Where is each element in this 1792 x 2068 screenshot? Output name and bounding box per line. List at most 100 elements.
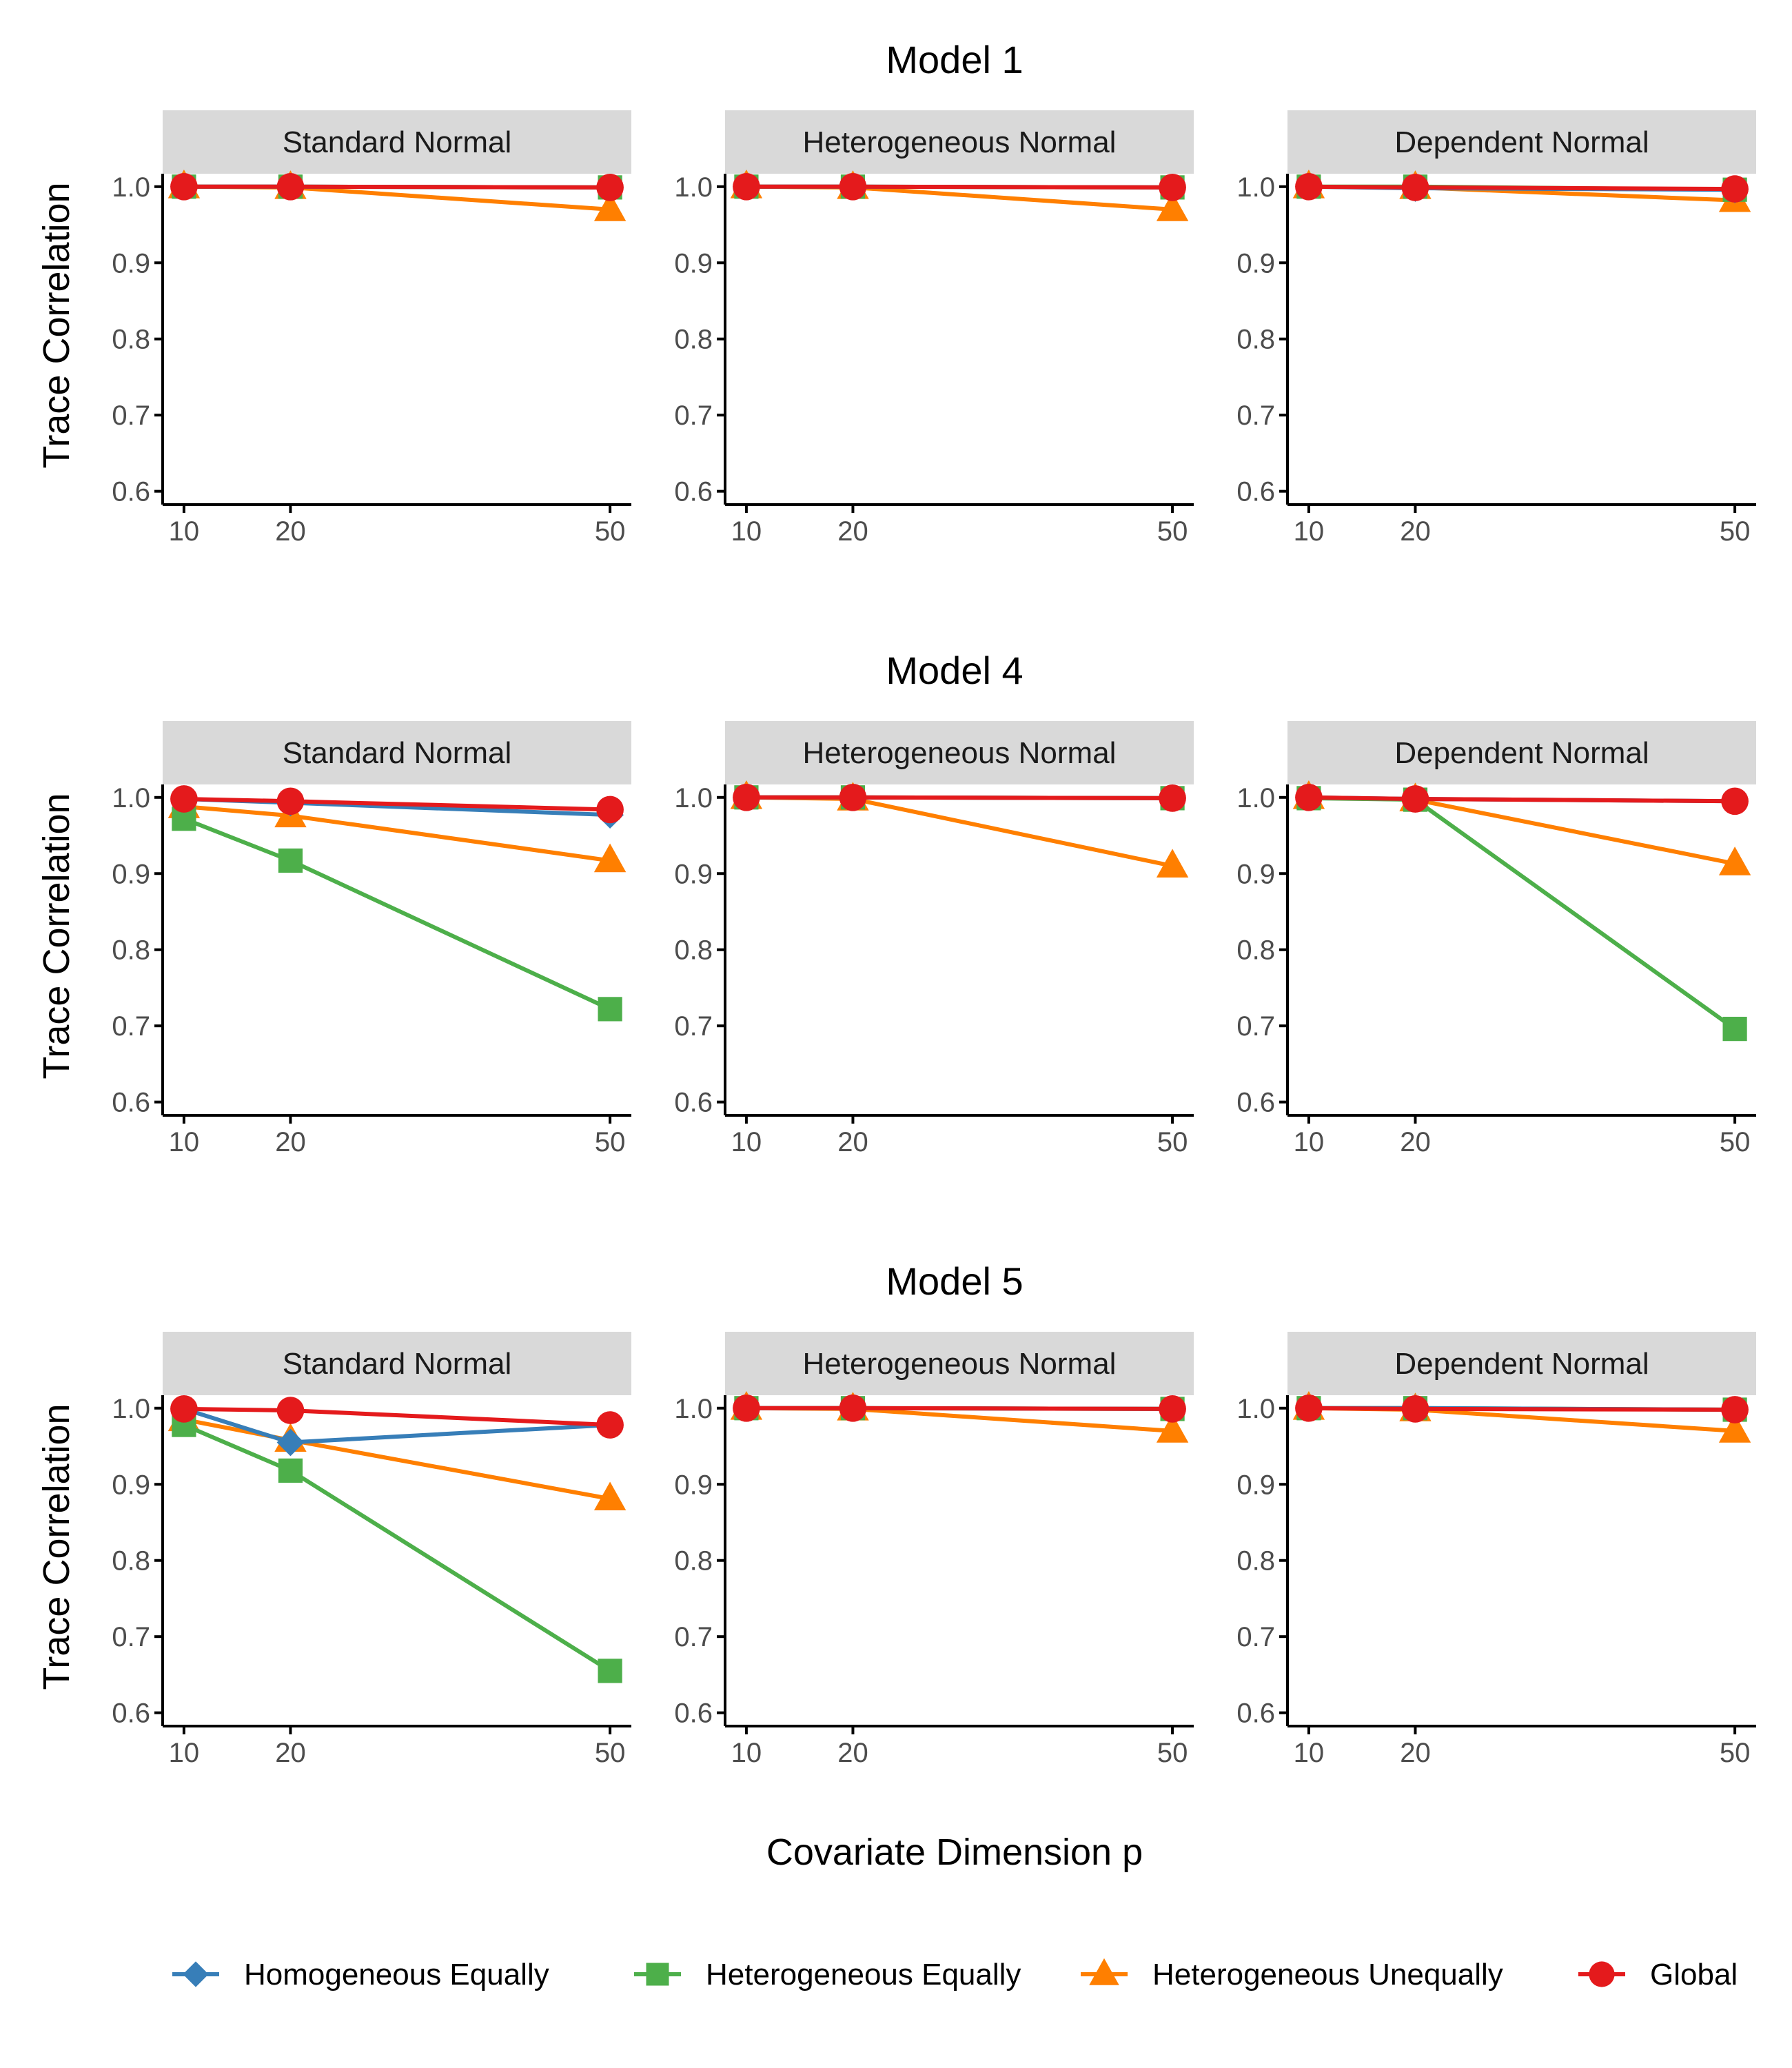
y-tick-label: 0.6 xyxy=(674,477,713,507)
x-tick-label: 50 xyxy=(595,1127,626,1157)
y-tick-label: 0.8 xyxy=(112,935,150,966)
facet-dependent-normal: Dependent Normal 0.6 0.7 0.8 0.9 1.0 10 20 50 xyxy=(1236,721,1756,1157)
legend-item-homogeneous-equally: Homogeneous Equally xyxy=(172,1958,549,1991)
facet-heterogeneous-normal: Heterogeneous Normal 0.6 0.7 0.8 0.9 1.0 10 20 5… xyxy=(674,1332,1194,1768)
series-line-heterogeneous-unequally xyxy=(1308,795,1735,866)
legend-label: Global xyxy=(1650,1958,1738,1991)
model-title: Model 1 xyxy=(886,38,1023,81)
data-point-global xyxy=(170,1395,198,1423)
legend-key-marker xyxy=(183,1961,209,1987)
y-tick-label: 0.9 xyxy=(1236,248,1275,278)
x-tick-label: 10 xyxy=(169,1127,200,1157)
series-global xyxy=(733,172,1186,201)
facet-strip-label: Heterogeneous Normal xyxy=(803,736,1117,770)
series-global xyxy=(733,1394,1186,1423)
series-heterogeneous-unequally xyxy=(730,169,1189,221)
facet-strip-label: Standard Normal xyxy=(283,125,512,159)
model-title: Model 4 xyxy=(886,649,1023,692)
facet-strip xyxy=(1287,110,1756,174)
x-tick-label: 50 xyxy=(1720,516,1751,547)
data-point-heterogeneous-equally xyxy=(598,997,622,1022)
data-point-global xyxy=(1721,787,1749,815)
facet-strip-label: Heterogeneous Normal xyxy=(803,1347,1117,1381)
x-tick-label: 10 xyxy=(1294,516,1325,547)
y-tick-label: 0.7 xyxy=(674,1622,713,1652)
facet-strip xyxy=(163,110,631,174)
series-heterogeneous-unequally xyxy=(1292,780,1751,875)
x-tick-label: 50 xyxy=(595,516,626,547)
y-tick-label: 0.9 xyxy=(112,859,150,889)
y-tick-label: 0.7 xyxy=(1236,1011,1275,1042)
legend-key-marker xyxy=(1589,1961,1615,1987)
model-3-group: Model 5 Trace Correlation Standard Normal 0… xyxy=(36,1259,1756,1768)
series-global xyxy=(170,785,624,824)
legend-key-marker xyxy=(1089,1958,1119,1985)
data-point-heterogeneous-unequally xyxy=(593,1481,627,1511)
y-tick-label: 0.7 xyxy=(1236,401,1275,431)
data-point-global xyxy=(839,1394,867,1422)
x-tick-label: 20 xyxy=(1400,1127,1431,1157)
y-tick-label: 1.0 xyxy=(1236,783,1275,813)
y-tick-label: 0.8 xyxy=(112,1546,150,1577)
facet-strip-label: Dependent Normal xyxy=(1394,125,1649,159)
data-point-heterogeneous-unequally xyxy=(1156,192,1189,221)
y-tick-label: 0.8 xyxy=(674,1546,713,1577)
y-tick-label: 1.0 xyxy=(674,172,713,203)
series-heterogeneous-equally xyxy=(1296,786,1747,1042)
series-line-heterogeneous-unequally xyxy=(183,804,611,863)
y-tick-label: 1.0 xyxy=(112,1394,150,1424)
y-tick-label: 0.7 xyxy=(112,1622,150,1652)
y-tick-label: 0.6 xyxy=(674,1088,713,1118)
y-tick-label: 0.7 xyxy=(112,401,150,431)
facet-heterogeneous-normal: Heterogeneous Normal 0.6 0.7 0.8 0.9 1.0 10 20 5… xyxy=(674,110,1194,547)
x-axis-label: Covariate Dimension p xyxy=(766,1832,1143,1873)
data-point-heterogeneous-unequally xyxy=(593,843,627,873)
y-tick-label: 0.9 xyxy=(674,1470,713,1500)
y-tick-label: 0.6 xyxy=(112,1699,150,1729)
facet-strip-label: Standard Normal xyxy=(283,736,512,770)
data-point-global xyxy=(1721,175,1749,203)
data-point-heterogeneous-unequally xyxy=(593,192,627,221)
facet-standard-normal: Standard Normal 0.6 0.7 0.8 0.9 1.0 10 20 50 xyxy=(112,721,631,1157)
y-tick-label: 0.7 xyxy=(112,1011,150,1042)
facet-strip xyxy=(725,721,1194,784)
x-tick-label: 20 xyxy=(1400,516,1431,547)
series-global xyxy=(1295,1394,1749,1423)
series-heterogeneous-unequally xyxy=(730,1390,1189,1443)
data-point-global xyxy=(1721,1396,1749,1423)
x-tick-label: 10 xyxy=(1294,1738,1325,1768)
data-point-global xyxy=(1295,1394,1323,1422)
y-tick-label: 0.8 xyxy=(674,935,713,966)
y-tick-label: 0.9 xyxy=(112,1470,150,1500)
y-tick-label: 0.9 xyxy=(1236,859,1275,889)
y-tick-label: 0.9 xyxy=(1236,1470,1275,1500)
x-tick-label: 20 xyxy=(275,1127,306,1157)
chart-panels: Model 1 Trace Correlation Standard Normal 0… xyxy=(36,38,1756,1768)
series-line-global xyxy=(746,1406,1173,1411)
y-axis-label: Trace Correlation xyxy=(36,793,77,1079)
data-point-global xyxy=(1159,784,1186,812)
x-tick-label: 10 xyxy=(731,1738,762,1768)
series-line-heterogeneous-unequally xyxy=(746,1406,1173,1433)
series-line-heterogeneous-unequally xyxy=(746,795,1173,869)
x-tick-label: 20 xyxy=(837,1127,868,1157)
data-point-heterogeneous-equally xyxy=(1722,1017,1747,1042)
facet-strip-label: Dependent Normal xyxy=(1394,1347,1649,1381)
data-point-heterogeneous-equally xyxy=(598,1659,622,1683)
x-tick-label: 20 xyxy=(275,1738,306,1768)
x-tick-label: 20 xyxy=(837,1738,868,1768)
y-tick-label: 1.0 xyxy=(674,783,713,813)
x-tick-label: 50 xyxy=(1157,1127,1188,1157)
x-tick-label: 50 xyxy=(1720,1738,1751,1768)
data-point-global xyxy=(170,785,198,813)
series-line-heterogeneous-equally xyxy=(183,1423,611,1673)
data-point-heterogeneous-unequally xyxy=(1718,847,1751,875)
facet-strip-label: Dependent Normal xyxy=(1394,736,1649,770)
x-tick-label: 10 xyxy=(731,516,762,547)
data-point-global xyxy=(733,172,760,201)
data-point-global xyxy=(1295,172,1323,201)
x-tick-label: 10 xyxy=(731,1127,762,1157)
facet-standard-normal: Standard Normal 0.6 0.7 0.8 0.9 1.0 10 20 50 xyxy=(112,1332,631,1768)
y-tick-label: 0.7 xyxy=(1236,1622,1275,1652)
facet-dependent-normal: Dependent Normal 0.6 0.7 0.8 0.9 1.0 10 20 50 xyxy=(1236,110,1756,547)
